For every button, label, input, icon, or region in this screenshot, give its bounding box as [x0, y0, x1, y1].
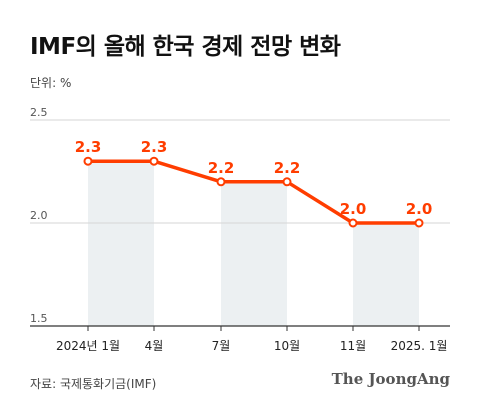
x-tick-label: 4월: [145, 339, 164, 353]
data-point: [348, 218, 358, 228]
chart-title: IMF의 올해 한국 경제 전망 변화: [30, 34, 341, 60]
x-tick-label: 2024년 1월: [56, 339, 120, 353]
shaded-bars: [88, 161, 419, 326]
x-axis: 2024년 1월 4월 7월 10월 11월 2025. 1월: [30, 325, 450, 353]
data-point: [149, 156, 159, 166]
data-point: [83, 156, 93, 166]
shaded-bar-0: [88, 161, 154, 326]
shaded-bar-1: [221, 181, 287, 326]
data-point: [282, 177, 292, 187]
y-tick-label: 2.5: [30, 106, 48, 119]
series-line: [83, 156, 424, 228]
unit-label: 단위: %: [30, 76, 72, 90]
y-tick-label: 1.5: [30, 312, 48, 325]
x-tick-label: 7월: [212, 339, 231, 353]
data-label: 2.3: [141, 138, 168, 156]
y-tick-labels: 2.5 2.0 1.5: [30, 106, 48, 325]
data-label: 2.2: [208, 159, 235, 177]
data-label: 2.0: [406, 200, 433, 218]
y-tick-label: 2.0: [30, 209, 48, 222]
shaded-bar-2: [353, 223, 419, 326]
data-labels: 2.3 2.3 2.2 2.2 2.0 2.0: [75, 138, 433, 218]
brand-logo: The JoongAng: [331, 370, 450, 388]
series-polyline: [86, 159, 421, 225]
x-tick-label: 10월: [274, 339, 300, 353]
x-tick-label: 11월: [340, 339, 366, 353]
data-label: 2.2: [274, 159, 301, 177]
x-tick-label: 2025. 1월: [391, 339, 448, 353]
data-label: 2.3: [75, 138, 102, 156]
data-point: [414, 218, 424, 228]
data-point: [216, 177, 226, 187]
source-note: 자료: 국제통화기금(IMF): [30, 377, 157, 391]
data-label: 2.0: [340, 200, 367, 218]
